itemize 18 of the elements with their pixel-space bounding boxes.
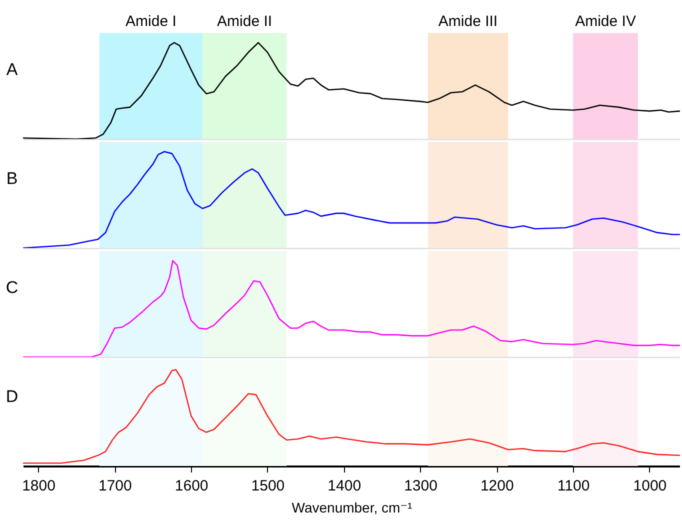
x-tick-label: 1300 bbox=[404, 478, 438, 494]
y-axis-title: C bbox=[6, 278, 18, 298]
x-tick-label: 1000 bbox=[633, 478, 667, 494]
x-tick-label: 1600 bbox=[174, 478, 208, 494]
x-tick-label: 1400 bbox=[328, 478, 362, 494]
x-tick-label: 1700 bbox=[98, 478, 132, 494]
x-tick-label: 1500 bbox=[251, 478, 285, 494]
x-axis-title: Wavenumber, cm⁻¹ bbox=[292, 500, 413, 516]
x-tick-label: 1800 bbox=[22, 478, 56, 494]
band-label: Amide IV bbox=[575, 13, 636, 30]
band-label: Amide II bbox=[217, 13, 272, 30]
y-axis-title: D bbox=[6, 387, 18, 406]
x-tick-label: 1200 bbox=[480, 478, 514, 494]
y-axis-title: B bbox=[6, 169, 18, 188]
y-axis-title: A bbox=[6, 60, 18, 80]
x-tick-label: 1100 bbox=[557, 478, 590, 494]
band-label: Amide I bbox=[126, 13, 176, 30]
band-label: Amide III bbox=[438, 13, 498, 30]
